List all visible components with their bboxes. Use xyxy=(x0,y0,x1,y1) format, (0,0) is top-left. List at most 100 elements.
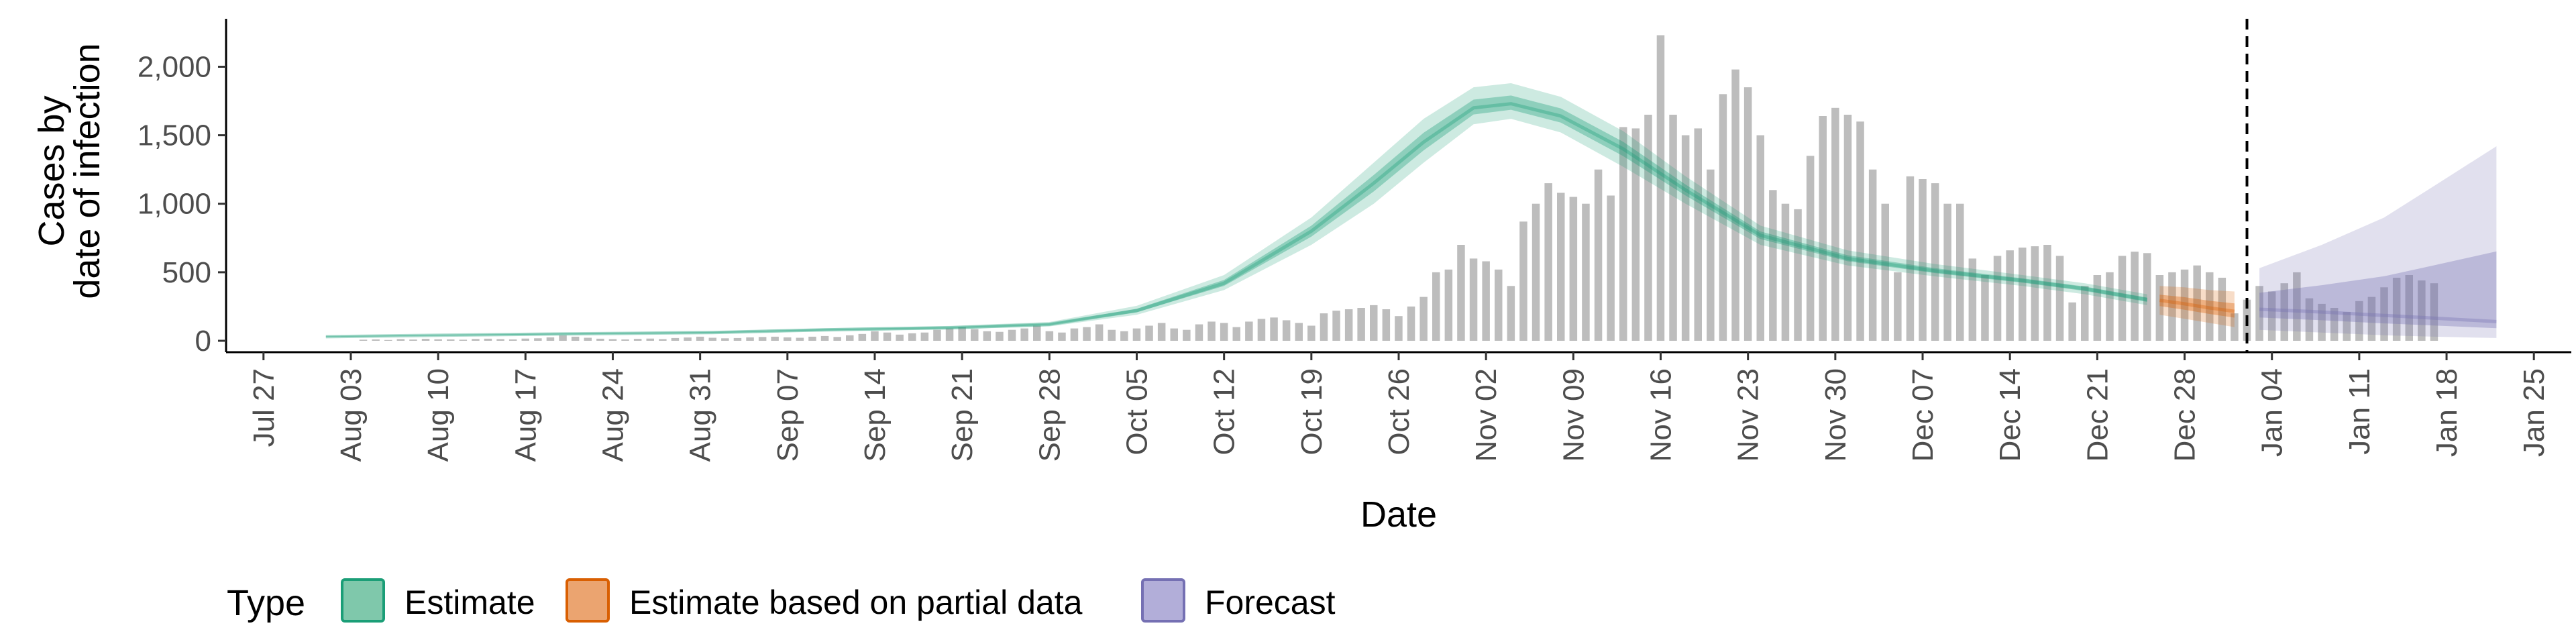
case-bar xyxy=(1868,169,1877,341)
case-bar xyxy=(1432,272,1440,341)
case-bar xyxy=(2068,302,2076,341)
ribbon-50 xyxy=(2159,294,2235,318)
x-tick-label: Sep 21 xyxy=(946,368,979,462)
median-line xyxy=(2259,307,2497,323)
case-bar xyxy=(896,334,904,341)
case-bar xyxy=(1943,203,1951,341)
case-bar xyxy=(1120,331,1128,341)
case-bar xyxy=(2405,275,2413,341)
axes-layer: 0 500 1,000 1,500 2,000 Jul 27 Aug 03 Aug 10 Aug… xyxy=(138,19,2571,462)
case-bar xyxy=(1295,323,1303,341)
case-bar xyxy=(1208,321,1216,341)
ribbon-50 xyxy=(2259,251,2497,329)
x-tick-label: Oct 05 xyxy=(1121,368,1154,455)
case-bar xyxy=(1743,87,1752,341)
legend-label: Forecast xyxy=(1205,584,1336,621)
case-bar xyxy=(2180,269,2189,341)
case-bar xyxy=(1419,297,1428,341)
case-bar xyxy=(1756,135,1764,341)
case-bar xyxy=(1794,209,1802,341)
case-bar xyxy=(1981,275,1989,341)
case-bar xyxy=(1919,179,1927,341)
case-bar xyxy=(721,338,729,341)
case-bar xyxy=(1145,325,1153,341)
case-bar xyxy=(1008,329,1016,341)
case-bar xyxy=(996,331,1004,341)
median-line xyxy=(325,102,2148,339)
case-bar xyxy=(2355,301,2363,341)
case-bar xyxy=(484,338,492,341)
case-bar xyxy=(2318,303,2326,341)
y-tick-label: 2,000 xyxy=(138,50,211,83)
y-tick-label: 1,000 xyxy=(138,188,211,221)
x-tick-label: Aug 17 xyxy=(509,368,542,462)
case-bar xyxy=(1519,221,1527,341)
case-bar xyxy=(2193,265,2201,341)
x-tick-label: Aug 10 xyxy=(422,368,455,462)
case-bar xyxy=(2392,278,2401,341)
case-bar xyxy=(1931,183,1939,341)
case-bar xyxy=(933,329,941,341)
case-bar xyxy=(1058,332,1066,341)
case-bar xyxy=(1457,245,1465,341)
case-bar xyxy=(2055,256,2064,341)
x-tick-label: Sep 07 xyxy=(771,368,804,462)
case-bar xyxy=(633,339,642,341)
x-tick-label: Jan 25 xyxy=(2518,368,2551,457)
case-bar xyxy=(1033,325,1041,341)
case-bar xyxy=(1270,317,1278,341)
case-bar xyxy=(2267,291,2276,341)
case-bar xyxy=(2206,272,2214,341)
case-bar xyxy=(796,337,804,341)
case-bar xyxy=(1669,115,1677,341)
case-bar xyxy=(1232,327,1240,341)
case-bar xyxy=(1607,195,1615,341)
case-bar xyxy=(746,337,754,341)
y-tick-label: 0 xyxy=(195,325,211,358)
case-bar xyxy=(596,338,604,341)
x-tick-label: Jan 11 xyxy=(2343,368,2376,455)
case-bar xyxy=(559,335,567,341)
case-bar xyxy=(621,339,629,341)
case-bar xyxy=(1195,324,1203,341)
x-tick-label: Dec 07 xyxy=(1907,368,1939,462)
case-bar xyxy=(1157,323,1166,341)
case-bar xyxy=(945,328,954,341)
x-tick-label: Sep 14 xyxy=(859,368,892,462)
case-bar xyxy=(2430,283,2438,341)
x-tick-label: Oct 12 xyxy=(1208,368,1241,455)
case-bar xyxy=(1307,325,1316,341)
case-bar xyxy=(2155,275,2164,341)
case-bar xyxy=(1781,203,1790,341)
case-bar xyxy=(958,327,966,341)
case-bar xyxy=(1170,328,1178,341)
case-bar xyxy=(983,331,991,341)
case-bar xyxy=(758,337,767,341)
case-bar xyxy=(1132,328,1141,341)
legend-label: Estimate xyxy=(405,584,535,621)
case-bar xyxy=(820,335,829,341)
case-bar xyxy=(696,336,704,341)
legend-label: Estimate based on partial data xyxy=(629,584,1083,621)
case-bar xyxy=(708,337,716,341)
case-bar xyxy=(2168,272,2176,341)
case-bar xyxy=(1769,190,1777,341)
case-bar xyxy=(2043,245,2051,341)
case-bar xyxy=(1469,258,1478,341)
case-bar xyxy=(1320,313,1328,341)
case-bar xyxy=(671,337,680,341)
case-bar xyxy=(1631,128,1640,341)
ribbons-layer xyxy=(325,83,2497,339)
legend-swatch xyxy=(1141,578,1185,623)
legend-title: Type xyxy=(227,583,305,623)
case-bar xyxy=(2367,297,2376,341)
case-bar xyxy=(1694,128,1702,341)
case-bar xyxy=(1444,269,1453,341)
x-tick-label: Nov 23 xyxy=(1732,368,1765,462)
case-bar xyxy=(2131,252,2139,341)
case-bar xyxy=(1906,176,1915,341)
case-bar xyxy=(833,337,841,341)
case-bar xyxy=(1968,258,1977,341)
y-axis-title-line1: Cases by xyxy=(32,95,72,246)
case-bar xyxy=(784,337,792,341)
